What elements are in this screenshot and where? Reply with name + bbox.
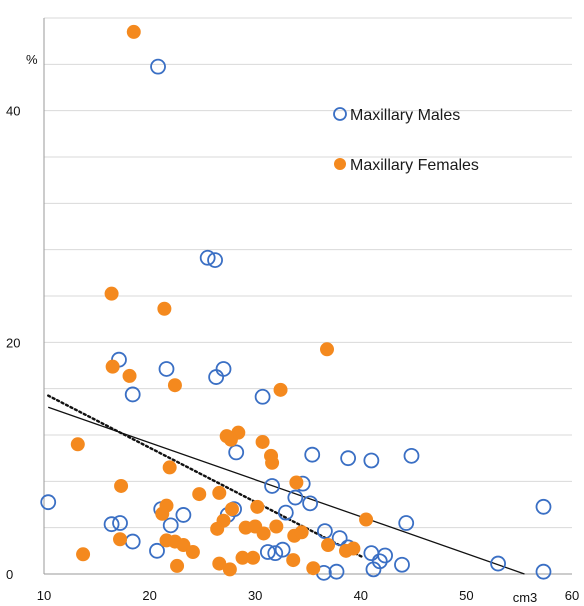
data-point-male [199,249,216,266]
y-tick-label: 20 [6,335,20,350]
data-point-female [224,502,239,517]
data-point-female [157,301,172,316]
data-point-male [287,489,304,506]
data-point-female [346,541,361,556]
data-point-female [246,550,261,565]
grid-lines [44,17,572,529]
x-tick-label: 20 [142,588,156,603]
data-point-female [210,521,225,536]
data-point-male [331,530,348,546]
trendlines [47,394,525,575]
data-point-male [365,561,382,578]
x-tick-label: 60 [565,588,579,603]
data-point-female [126,24,141,39]
data-point-male [277,504,294,521]
data-point-male [304,446,321,463]
data-point-male [150,58,166,75]
data-point-male [103,516,120,533]
legend: Maxillary Males Maxillary Females [333,107,479,174]
data-point-male [535,563,552,580]
x-tick-label: 10 [37,588,51,603]
data-point-female [273,382,288,397]
data-point-female [306,561,321,576]
data-point-male [208,369,225,385]
x-tick-label: 30 [248,588,262,603]
data-point-male [363,452,380,469]
data-point-male [274,541,291,558]
data-point-male [267,545,284,562]
data-point-male [124,386,141,403]
data-point-male [302,495,319,512]
data-point-female [122,368,137,383]
data-point-male [535,498,552,515]
x-unit-label: cm3 [513,590,538,605]
data-point-male [158,361,175,377]
y-tick-label: 40 [6,104,20,119]
data-point-male [149,542,165,559]
data-point-male [394,556,410,573]
data-point-female [269,519,284,534]
data-point-male [259,544,276,560]
data-point-male [340,450,357,467]
data-point-female [185,544,200,559]
data-point-female [76,547,91,562]
data-point-female [359,512,374,527]
data-point-male [328,563,345,580]
data-point-female [255,434,270,449]
legend-label: Maxillary Males [350,107,460,124]
data-point-female [170,558,185,573]
data-point-female [289,475,304,490]
data-points [40,24,552,581]
data-point-female [114,478,129,493]
data-point-female [265,455,280,470]
data-point-female [320,342,335,357]
data-point-female [219,429,234,444]
data-point-female [104,286,119,301]
data-point-male [175,507,192,523]
data-point-male [490,555,506,572]
legend-marker-males [333,107,347,121]
data-point-female [162,460,177,475]
y-unit-label: % [26,52,38,67]
data-point-female [212,485,227,500]
data-point-male [316,523,333,540]
x-tick-label: 50 [459,588,473,603]
trendline-males [48,406,525,575]
y-tick-label: 0 [6,567,13,582]
data-point-male [40,494,57,511]
data-point-male [254,388,271,405]
data-point-female [256,526,271,541]
data-point-female [321,538,336,553]
axes [43,18,572,575]
data-point-female [192,487,207,502]
data-point-female [222,562,237,577]
data-point-male [377,547,393,564]
data-point-female [155,506,170,521]
data-point-male [264,478,280,494]
data-point-female [105,359,120,374]
data-point-female [113,532,128,547]
data-point-female [250,499,265,514]
data-point-female [70,437,85,452]
data-point-female [286,553,301,568]
data-point-female [294,525,309,540]
data-point-male [207,252,223,268]
x-tick-label: 40 [354,588,368,603]
data-point-female [167,378,182,393]
tick-labels: 0 20 40% 10 20 30 40 50 60 cm3 [6,52,579,605]
legend-marker-females [334,158,346,170]
data-point-male [403,447,420,464]
data-point-male [228,444,245,461]
data-point-male [398,515,415,531]
data-point-male [162,517,179,534]
trendline-females [47,394,366,559]
data-point-female [235,550,250,565]
legend-label: Maxillary Females [350,157,479,174]
data-point-male [112,515,128,531]
data-point-female [212,556,227,571]
